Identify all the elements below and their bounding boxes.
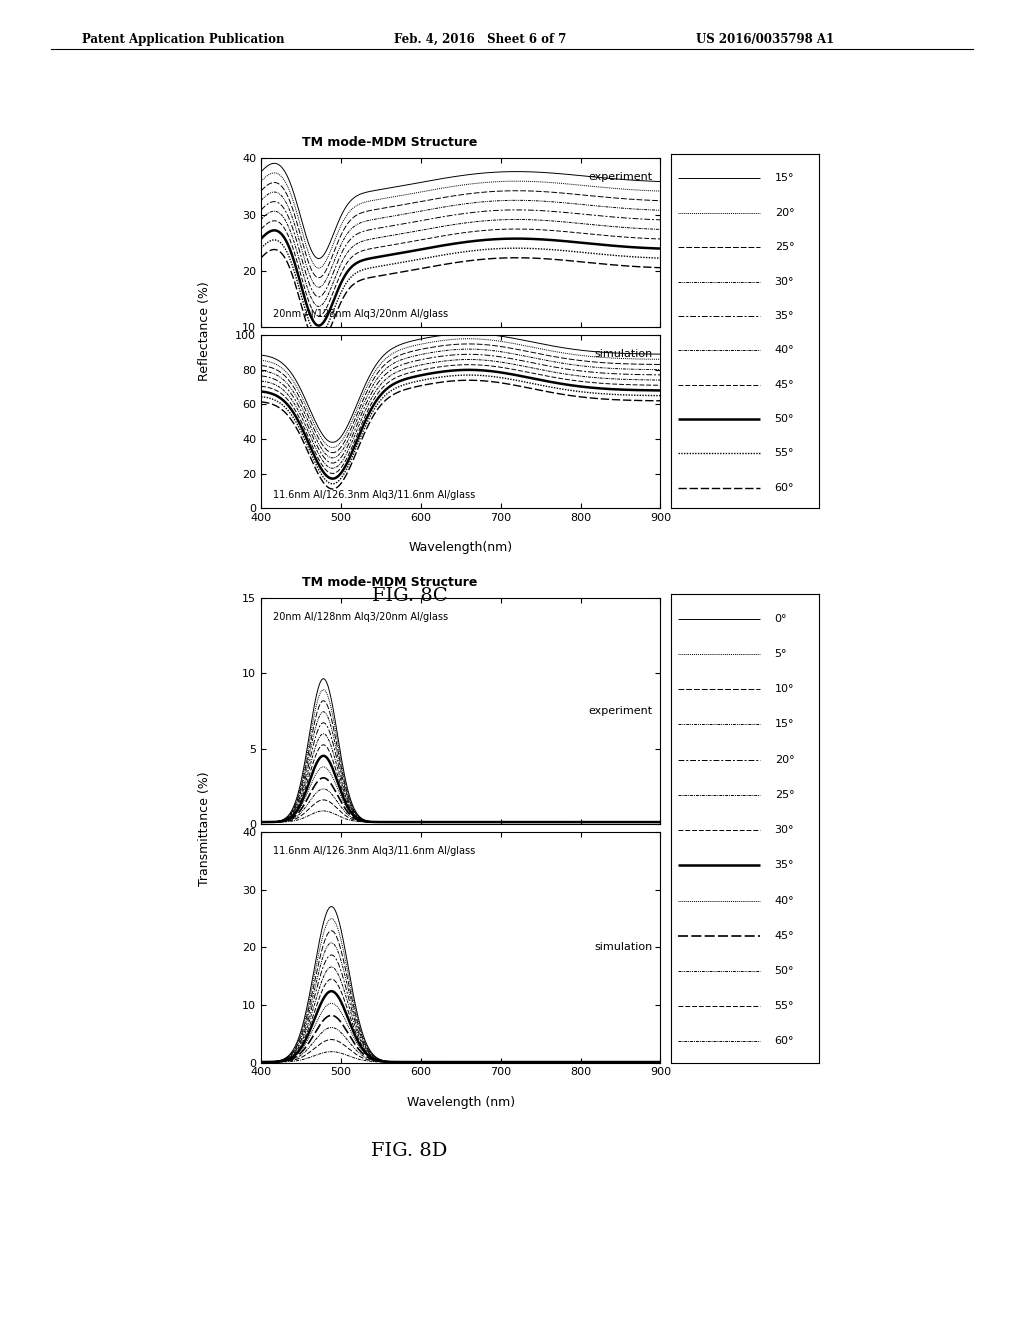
Text: 60°: 60° (775, 483, 795, 492)
Text: 15°: 15° (775, 173, 795, 183)
Text: 25°: 25° (775, 789, 795, 800)
Text: 30°: 30° (775, 825, 795, 836)
Text: Transmittance (%): Transmittance (%) (199, 771, 211, 886)
Text: 45°: 45° (775, 380, 795, 389)
Text: 40°: 40° (775, 895, 795, 906)
Text: 11.6nm Al/126.3nm Alq3/11.6nm Al/glass: 11.6nm Al/126.3nm Alq3/11.6nm Al/glass (273, 846, 475, 857)
Text: 50°: 50° (775, 414, 795, 424)
Text: 20nm Al/128nm Alq3/20nm Al/glass: 20nm Al/128nm Alq3/20nm Al/glass (273, 611, 449, 622)
Text: Feb. 4, 2016   Sheet 6 of 7: Feb. 4, 2016 Sheet 6 of 7 (394, 33, 566, 46)
Text: 20°: 20° (775, 755, 795, 764)
Text: simulation: simulation (594, 942, 652, 953)
Text: 11.6nm Al/126.3nm Alq3/11.6nm Al/glass: 11.6nm Al/126.3nm Alq3/11.6nm Al/glass (273, 490, 475, 499)
Text: experiment: experiment (589, 172, 652, 182)
Text: 35°: 35° (775, 312, 795, 321)
Text: US 2016/0035798 A1: US 2016/0035798 A1 (696, 33, 835, 46)
Text: TM mode-MDM Structure: TM mode-MDM Structure (302, 576, 477, 589)
Text: 5°: 5° (775, 649, 787, 659)
Text: 20°: 20° (775, 207, 795, 218)
Text: 15°: 15° (775, 719, 795, 730)
Text: 30°: 30° (775, 276, 795, 286)
Text: 35°: 35° (775, 861, 795, 870)
Text: 55°: 55° (775, 449, 795, 458)
Text: FIG. 8C: FIG. 8C (372, 587, 447, 606)
Text: 50°: 50° (775, 966, 795, 975)
Text: 55°: 55° (775, 1002, 795, 1011)
Text: Reflectance (%): Reflectance (%) (199, 281, 211, 381)
Text: Wavelength(nm): Wavelength(nm) (409, 541, 513, 554)
Text: FIG. 8D: FIG. 8D (372, 1142, 447, 1160)
Text: Wavelength (nm): Wavelength (nm) (407, 1096, 515, 1109)
Text: 45°: 45° (775, 931, 795, 941)
Text: 20nm Al/128nm Alq3/20nm Al/glass: 20nm Al/128nm Alq3/20nm Al/glass (273, 309, 449, 319)
Text: simulation: simulation (594, 348, 652, 359)
Text: experiment: experiment (589, 706, 652, 717)
Text: 40°: 40° (775, 346, 795, 355)
Text: 10°: 10° (775, 684, 795, 694)
Text: 60°: 60° (775, 1036, 795, 1047)
Text: Patent Application Publication: Patent Application Publication (82, 33, 285, 46)
Text: 0°: 0° (775, 614, 787, 623)
Text: TM mode-MDM Structure: TM mode-MDM Structure (302, 136, 477, 149)
Text: 25°: 25° (775, 242, 795, 252)
